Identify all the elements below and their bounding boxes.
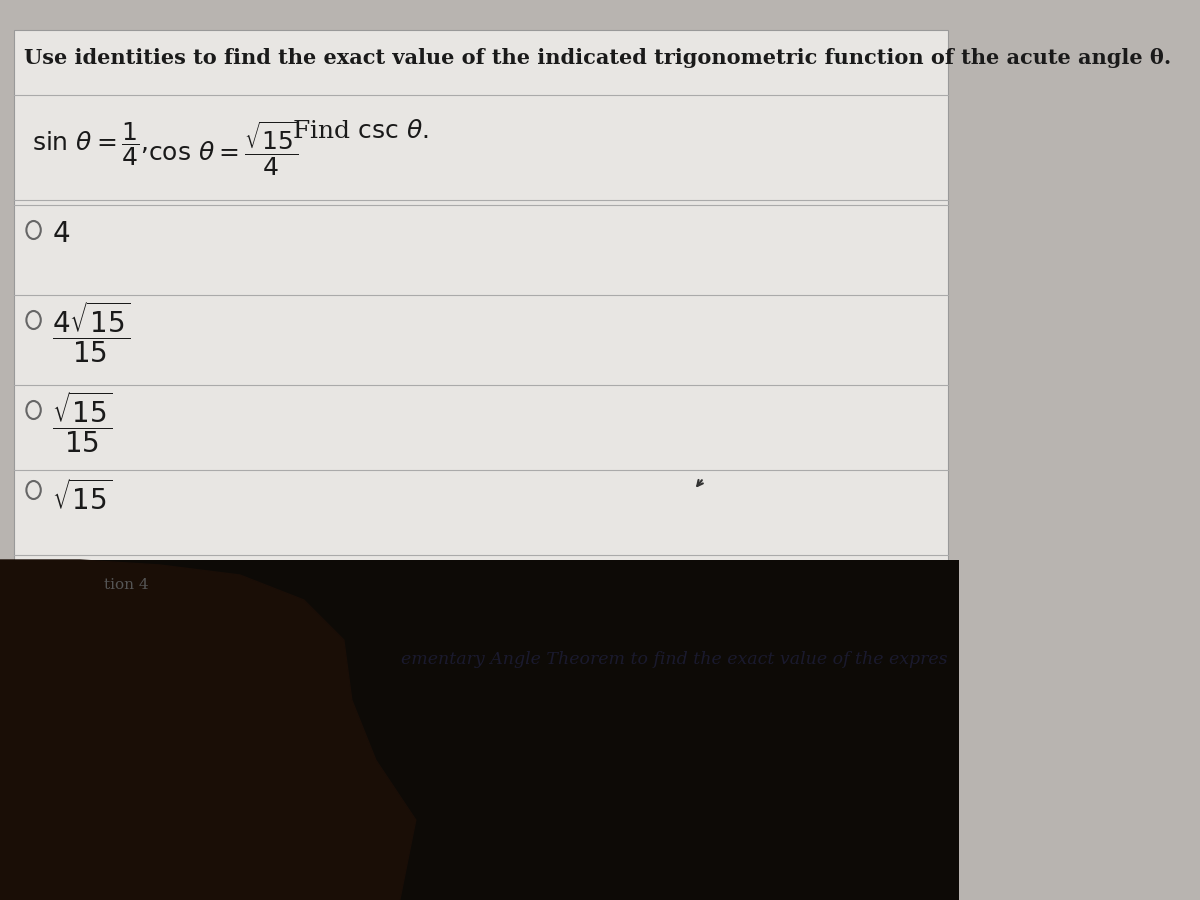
FancyBboxPatch shape	[0, 0, 960, 900]
Text: ementary Angle Theorem to find the exact value of the expres: ementary Angle Theorem to find the exact…	[401, 652, 948, 669]
Polygon shape	[0, 560, 415, 900]
Text: tion 4: tion 4	[104, 578, 149, 592]
FancyBboxPatch shape	[0, 560, 960, 900]
Text: Use identities to find the exact value of the indicated trigonometric function o: Use identities to find the exact value o…	[24, 48, 1171, 68]
FancyBboxPatch shape	[14, 30, 948, 570]
Text: $\dfrac{4\sqrt{15}}{15}$: $\dfrac{4\sqrt{15}}{15}$	[52, 300, 131, 365]
Text: $4$: $4$	[52, 220, 70, 248]
Text: $\dfrac{\sqrt{15}}{15}$: $\dfrac{\sqrt{15}}{15}$	[52, 390, 113, 455]
Circle shape	[26, 311, 41, 329]
Text: $\sqrt{15}$: $\sqrt{15}$	[52, 480, 113, 516]
Circle shape	[26, 481, 41, 499]
Text: $\sin\,\theta = \dfrac{1}{4},$: $\sin\,\theta = \dfrac{1}{4},$	[32, 120, 149, 167]
Text: Find $\csc\,\theta.$: Find $\csc\,\theta.$	[292, 120, 428, 143]
Text: $\cos\,\theta = \dfrac{\sqrt{15}}{4}$: $\cos\,\theta = \dfrac{\sqrt{15}}{4}$	[148, 120, 299, 178]
Circle shape	[26, 221, 41, 239]
Circle shape	[26, 401, 41, 419]
